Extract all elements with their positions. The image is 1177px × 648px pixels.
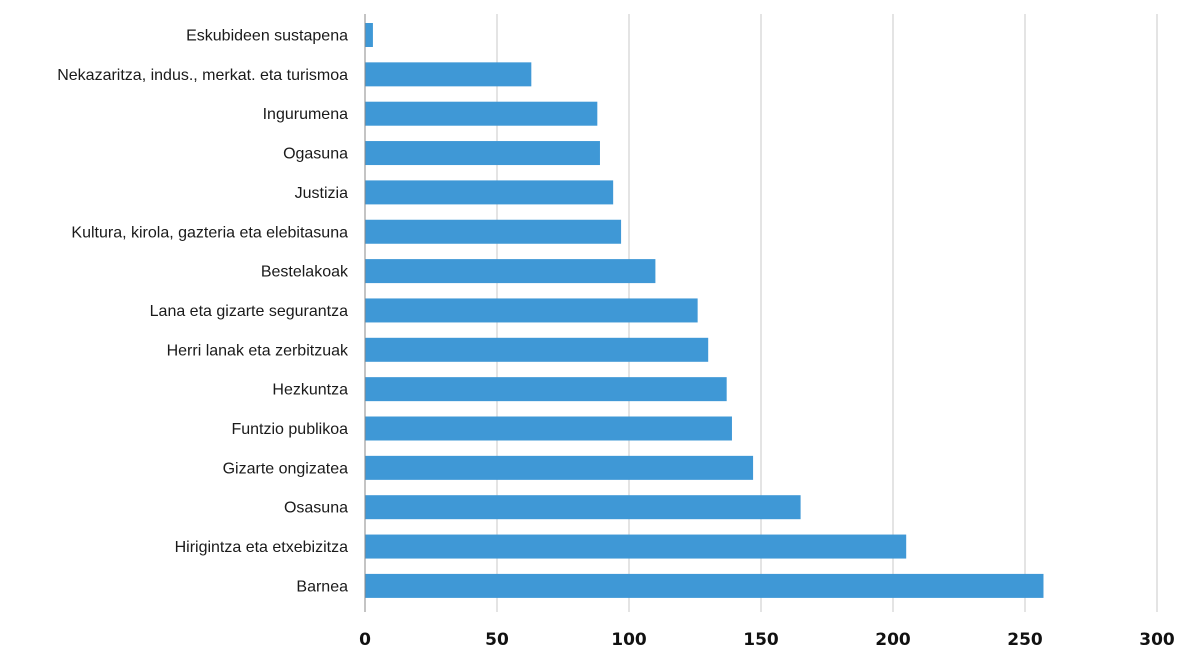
category-label: Bestelakoak bbox=[261, 264, 349, 281]
x-tick-label: 50 bbox=[485, 630, 509, 648]
bar: Bestelakoak: 110 bbox=[365, 259, 656, 284]
category-label: Eskubideen sustapena bbox=[186, 28, 348, 45]
bar: Barnea: 257 bbox=[365, 573, 1044, 598]
category-label: Justizia bbox=[295, 185, 348, 202]
category-label: Gizarte ongizatea bbox=[223, 460, 349, 477]
x-tick-label: 0 bbox=[359, 630, 371, 648]
bar: Ogasuna: 89 bbox=[365, 141, 600, 166]
x-tick-label: 200 bbox=[875, 630, 911, 648]
x-tick-label: 150 bbox=[743, 630, 779, 648]
bar: Hirigintza eta etxebizitza: 205 bbox=[365, 534, 907, 559]
category-label: Lana eta gizarte segurantza bbox=[150, 303, 348, 320]
x-tick-label: 250 bbox=[1007, 630, 1043, 648]
bar: Osasuna: 165 bbox=[365, 495, 801, 520]
category-labels: Eskubideen sustapena Nekazaritza, indus.,… bbox=[57, 28, 349, 596]
x-tick-label: 100 bbox=[611, 630, 647, 648]
x-tick-labels: 0 50 100 150 200 250 300 bbox=[359, 630, 1175, 648]
category-label: Hezkuntza bbox=[272, 382, 348, 399]
category-label: Ingurumena bbox=[263, 106, 348, 123]
category-label: Ogasuna bbox=[283, 146, 348, 163]
category-label: Osasuna bbox=[284, 500, 348, 517]
bar: Ingurumena: 88 bbox=[365, 101, 598, 126]
category-label: Herri lanak eta zerbitzuak bbox=[167, 342, 349, 359]
bar: Hezkuntza: 137 bbox=[365, 377, 727, 402]
bar: Eskubideen sustapena: 3 bbox=[365, 23, 373, 47]
category-label: Barnea bbox=[296, 578, 348, 595]
bar: Gizarte ongizatea: 147 bbox=[365, 455, 754, 480]
bar: Justizia: 94 bbox=[365, 180, 614, 205]
bars: Eskubideen sustapena: 3 Nekazaritza, indu… bbox=[365, 23, 1044, 598]
category-label: Hirigintza eta etxebizitza bbox=[175, 539, 349, 556]
bar: Funtzio publikoa: 139 bbox=[365, 416, 732, 441]
x-tick-label: 300 bbox=[1139, 630, 1175, 648]
category-label: Nekazaritza, indus., merkat. eta turismo… bbox=[57, 67, 348, 84]
bar: Kultura, kirola, gazteria eta elebitasun… bbox=[365, 219, 622, 244]
category-label: Funtzio publikoa bbox=[231, 421, 348, 438]
bar: Herri lanak eta zerbitzuak: 130 bbox=[365, 337, 709, 362]
bar: Lana eta gizarte segurantza: 126 bbox=[365, 298, 698, 323]
bar: Nekazaritza, indus., merkat. eta turismo… bbox=[365, 62, 532, 87]
category-label: Kultura, kirola, gazteria eta elebitasun… bbox=[71, 224, 348, 241]
